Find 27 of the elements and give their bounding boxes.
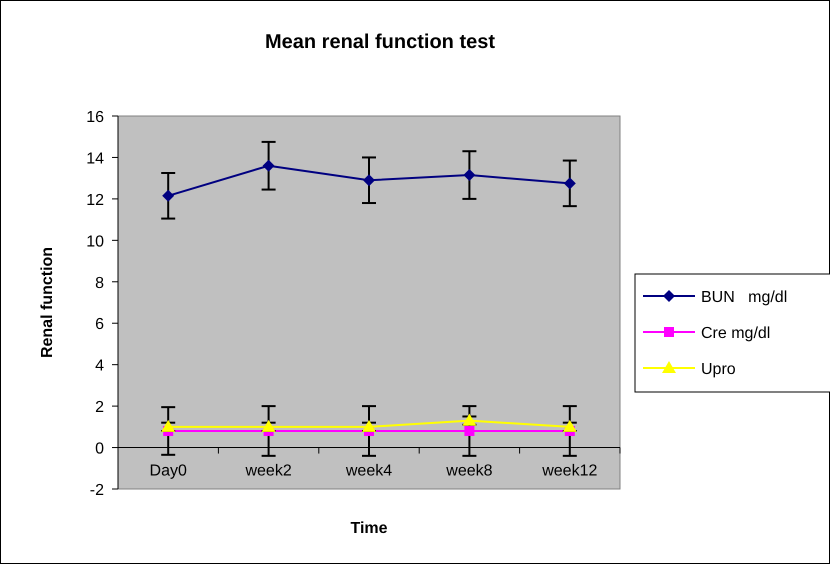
x-tick-label: week2	[244, 462, 292, 480]
point	[464, 426, 474, 436]
point	[564, 177, 576, 190]
x-tick-label: week8	[445, 462, 493, 480]
y-tick-label: 16	[86, 109, 104, 126]
point	[363, 174, 375, 186]
y-tick-label: 6	[95, 316, 104, 334]
y-tick-label: 8	[95, 274, 104, 292]
y-tick-label: -2	[90, 482, 104, 499]
legend-label: Upro	[701, 361, 736, 378]
x-tick-label: Day0	[150, 462, 187, 480]
chart-title: Mean renal function test	[264, 31, 496, 53]
y-tick-label: 10	[86, 233, 104, 250]
y-tick-label: 14	[86, 150, 104, 168]
point	[162, 190, 174, 202]
legend-label: Cre mg/dl	[701, 325, 770, 342]
x-axis-title: Time	[350, 520, 388, 537]
point	[262, 160, 275, 172]
y-tick-label: 0	[95, 440, 104, 458]
y-tick-label: 12	[86, 192, 104, 209]
y-tick-label: 4	[95, 358, 104, 375]
legend-label: BUN mg/dl	[701, 289, 788, 306]
x-tick-label: week4	[344, 462, 392, 480]
point	[463, 169, 476, 182]
y-axis-title: Renal function	[39, 246, 56, 358]
x-tick-label: week12	[541, 462, 598, 480]
y-tick-label: 2	[95, 399, 104, 416]
